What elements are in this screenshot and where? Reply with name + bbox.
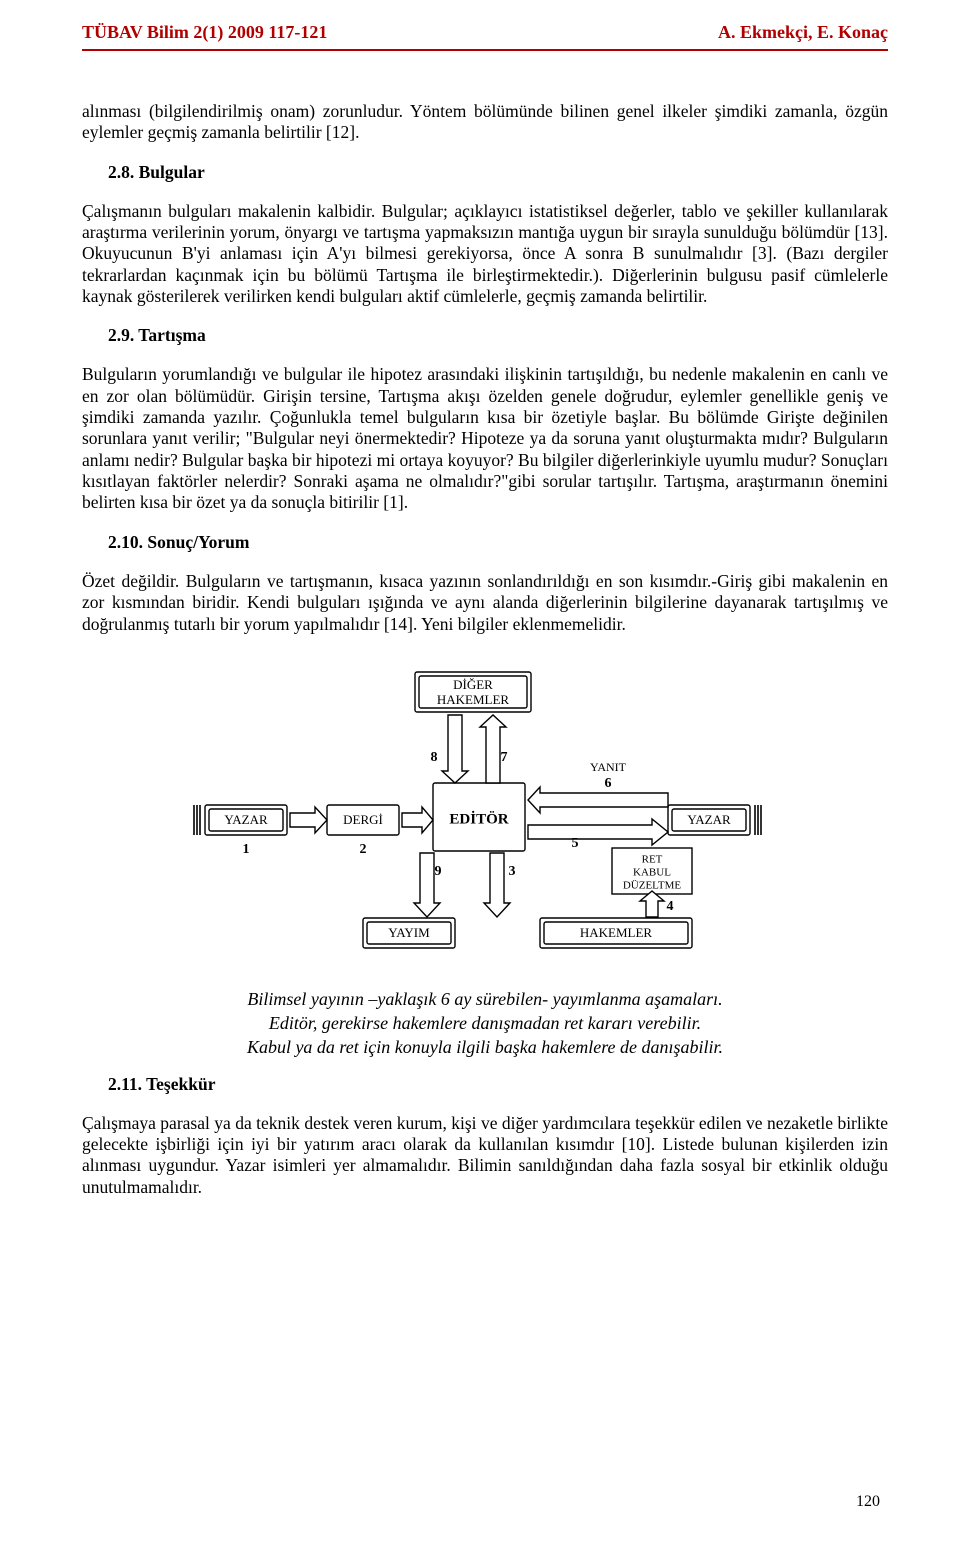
node-diger: DİĞER [453, 677, 493, 692]
num-5: 5 [572, 836, 579, 851]
caption-line: Editör, gerekirse hakemlere danışmadan r… [82, 1011, 888, 1035]
node-yazar-left: YAZAR [224, 812, 268, 827]
node-editor: EDİTÖR [449, 810, 508, 827]
publication-flow-svg: .box { fill:#ffffff; stroke:#000; stroke… [190, 665, 780, 975]
section-heading-2-10: 2.10. Sonuç/Yorum [108, 532, 888, 553]
num-4: 4 [667, 899, 674, 914]
paragraph: Çalışmanın bulguları makalenin kalbidir.… [82, 201, 888, 308]
page: TÜBAV Bilim 2(1) 2009 117-121 A. Ekmekçi… [0, 0, 960, 1541]
section-heading-2-11: 2.11. Teşekkür [108, 1074, 888, 1095]
num-9: 9 [435, 864, 442, 879]
num-2: 2 [360, 842, 367, 857]
section-heading-2-9: 2.9. Tartışma [108, 325, 888, 346]
paragraph: Özet değildir. Bulguların ve tartışmanın… [82, 571, 888, 635]
header-left: TÜBAV Bilim 2(1) 2009 117-121 [82, 22, 327, 43]
num-7: 7 [501, 750, 508, 765]
node-yayim: YAYIM [388, 925, 430, 940]
node-kabul: KABUL [633, 866, 671, 878]
node-hakemler-bottom: HAKEMLER [580, 925, 653, 940]
section-heading-2-8: 2.8. Bulgular [108, 162, 888, 183]
caption-line: Bilimsel yayının –yaklaşık 6 ay sürebile… [82, 987, 888, 1011]
header-right: A. Ekmekçi, E. Konaç [718, 22, 888, 43]
num-1: 1 [243, 842, 250, 857]
num-3: 3 [509, 864, 516, 879]
node-hakemler-top: HAKEMLER [437, 692, 510, 707]
running-header: TÜBAV Bilim 2(1) 2009 117-121 A. Ekmekçi… [82, 22, 888, 43]
node-yazar-right: YAZAR [687, 812, 731, 827]
caption-line: Kabul ya da ret için konuyla ilgili başk… [82, 1035, 888, 1059]
node-duzeltme: DÜZELTME [623, 879, 682, 891]
paragraph: alınması (bilgilendirilmiş onam) zorunlu… [82, 101, 888, 144]
node-yanit: YANIT [590, 760, 627, 774]
num-8: 8 [431, 750, 438, 765]
figure-caption: Bilimsel yayının –yaklaşık 6 ay sürebile… [82, 987, 888, 1060]
node-dergi: DERGİ [343, 812, 383, 827]
paragraph: Çalışmaya parasal ya da teknik destek ve… [82, 1113, 888, 1198]
page-number: 120 [856, 1493, 880, 1511]
flow-diagram: .box { fill:#ffffff; stroke:#000; stroke… [82, 665, 888, 975]
num-6: 6 [605, 776, 612, 791]
node-ret: RET [642, 853, 663, 865]
paragraph: Bulguların yorumlandığı ve bulgular ile … [82, 364, 888, 513]
header-rule [82, 49, 888, 51]
